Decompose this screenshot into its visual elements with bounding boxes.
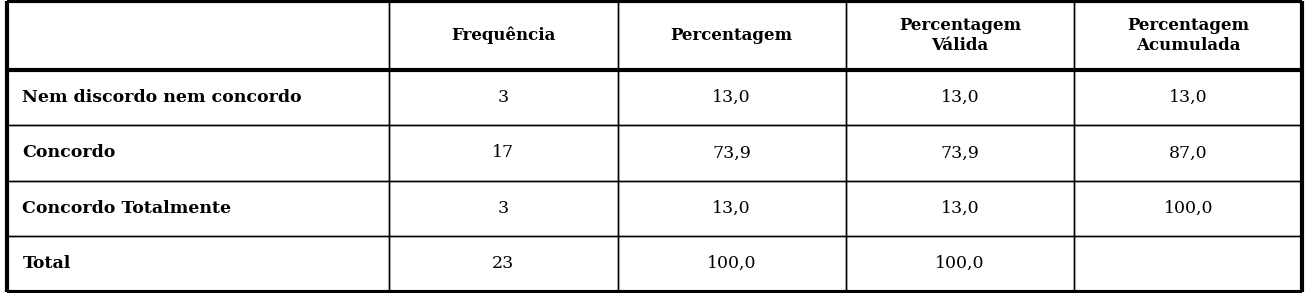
Text: Percentagem: Percentagem: [670, 27, 793, 44]
Text: 17: 17: [492, 144, 514, 161]
Text: 13,0: 13,0: [712, 89, 751, 106]
Text: Frequência: Frequência: [452, 27, 555, 44]
Text: 100,0: 100,0: [935, 255, 984, 272]
Text: Concordo Totalmente: Concordo Totalmente: [22, 200, 232, 217]
Text: 3: 3: [497, 200, 509, 217]
Text: 13,0: 13,0: [1169, 89, 1208, 106]
Text: 73,9: 73,9: [941, 144, 979, 161]
Text: 100,0: 100,0: [707, 255, 757, 272]
Text: Percentagem
Válida: Percentagem Válida: [899, 17, 1021, 54]
Text: Nem discordo nem concordo: Nem discordo nem concordo: [22, 89, 302, 106]
Text: Concordo: Concordo: [22, 144, 115, 161]
Text: 13,0: 13,0: [941, 89, 979, 106]
Text: 3: 3: [497, 89, 509, 106]
Text: 23: 23: [492, 255, 514, 272]
Text: 87,0: 87,0: [1169, 144, 1208, 161]
Text: Percentagem
Acumulada: Percentagem Acumulada: [1127, 17, 1249, 54]
Text: 73,9: 73,9: [712, 144, 751, 161]
Text: 13,0: 13,0: [712, 200, 751, 217]
Text: Total: Total: [22, 255, 71, 272]
Text: 100,0: 100,0: [1164, 200, 1213, 217]
Text: 13,0: 13,0: [941, 200, 979, 217]
